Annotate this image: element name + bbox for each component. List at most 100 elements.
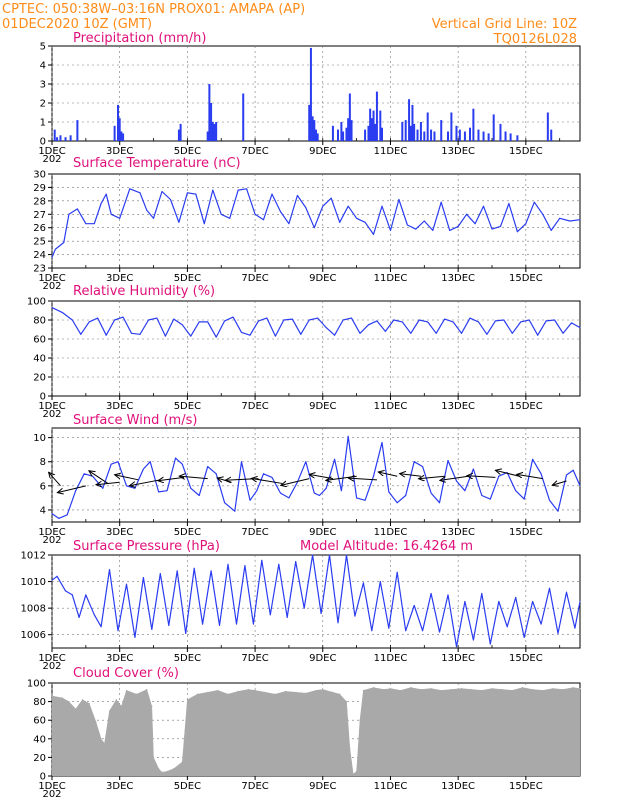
y-tick-label: 20	[33, 373, 46, 384]
x-tick-label: 7DEC	[241, 273, 268, 284]
pressure-point	[269, 614, 271, 616]
precip-bar	[447, 131, 449, 141]
humidity-point	[105, 334, 107, 336]
pressure-point	[481, 593, 483, 595]
wind-vector-arrow	[378, 472, 398, 477]
wind-point	[207, 466, 209, 468]
precip-bar	[492, 114, 495, 141]
pressure-point	[532, 601, 534, 602]
wind-point	[241, 461, 243, 463]
cloud-point	[75, 708, 77, 710]
pressure-point	[455, 646, 457, 648]
wind-point	[256, 490, 258, 492]
panel-wind: Surface Wind (m/s) 4 6 8 10 1DEC202 3DEC 5DEC 7…	[33, 413, 581, 546]
precip-bar	[463, 131, 466, 141]
precip-bar	[242, 93, 245, 141]
wind-point	[347, 435, 349, 437]
cloud-point	[491, 687, 493, 690]
temperature-point	[169, 199, 171, 201]
x-tick-label: 5DEC	[174, 781, 201, 792]
pressure-point	[371, 630, 373, 632]
cloud-point	[389, 687, 392, 690]
precip-bar	[516, 135, 519, 141]
y-tick-label: 1012	[21, 551, 46, 562]
precip-bar	[56, 137, 59, 141]
y-tick-label: 60	[33, 716, 46, 727]
cloud-point	[161, 771, 163, 773]
precip-bar	[64, 137, 67, 141]
y-tick-label: 26	[33, 223, 46, 234]
cloud-point	[362, 689, 364, 692]
x-tick-label: 7DEC	[241, 146, 268, 157]
wind-vector-arrow	[552, 481, 567, 485]
x-tick-year: 202	[42, 789, 61, 800]
temperature-point	[178, 221, 180, 223]
x-tick-label: 15DEC	[509, 146, 543, 157]
temperature-point	[85, 223, 87, 225]
humidity-point	[537, 334, 539, 336]
temperature-point	[491, 228, 493, 230]
wind-point	[455, 480, 457, 482]
wind-point	[75, 490, 77, 492]
humidity-point	[198, 321, 200, 323]
cloud-point	[108, 710, 111, 712]
y-tick-label: 60	[33, 335, 46, 346]
wind-point	[523, 498, 525, 500]
precip-bar	[401, 122, 404, 141]
cloud-point	[158, 767, 160, 770]
header-run-time: 01DEC2020 10Z (GMT)	[2, 17, 152, 32]
y-tick-label: 100	[27, 297, 46, 308]
temperature-point	[373, 233, 375, 235]
pressure-point	[51, 579, 53, 581]
wind-vector-arrow	[89, 471, 109, 484]
x-tick-label: 3DEC	[106, 273, 133, 284]
humidity-point	[266, 317, 268, 319]
precip-bar	[499, 123, 502, 141]
temperature-point	[139, 192, 141, 194]
precip-bar	[347, 118, 350, 141]
pressure-point	[312, 554, 314, 556]
humidity-point	[511, 332, 513, 334]
wind-point	[572, 469, 574, 471]
cloud-point	[471, 688, 473, 691]
precip-bar	[472, 108, 475, 141]
y-tick-label: 1006	[21, 630, 46, 641]
pressure-point	[574, 627, 576, 629]
temperature-point	[229, 217, 231, 219]
y-tick-label: 1010	[21, 577, 46, 588]
cloud-point	[136, 693, 138, 695]
precip-bar	[379, 110, 382, 141]
temperature-point	[68, 213, 70, 215]
cloud-point	[264, 691, 266, 693]
precip-bar	[509, 133, 512, 141]
temperature-point	[432, 229, 434, 231]
precip-bar	[215, 122, 218, 141]
pressure-point	[93, 614, 95, 616]
panel-cloud: Cloud Cover (%) 0 20 40 60 80 100 1DEC202 3DEC 5…	[27, 666, 581, 800]
wind-vector-arrow	[49, 472, 61, 487]
humidity-point	[562, 332, 564, 334]
humidity-point	[241, 331, 243, 333]
precip-bar	[423, 131, 426, 141]
wind-vector-arrow	[251, 478, 283, 484]
wind-vector-arrow	[96, 482, 120, 485]
x-tick-label: 5DEC	[174, 653, 201, 664]
x-tick-label: 11DEC	[374, 781, 408, 792]
cloud-point	[440, 689, 442, 692]
wind-vector-arrow	[115, 475, 139, 481]
precip-bar	[316, 133, 319, 141]
wind-point	[413, 461, 415, 463]
humidity-point	[283, 319, 285, 321]
pressure-point	[65, 590, 67, 592]
wind-point	[557, 510, 559, 512]
plot-frame	[51, 554, 581, 649]
humidity-point	[571, 322, 573, 324]
precip-bar	[337, 129, 339, 141]
x-tick-label: 13DEC	[441, 273, 475, 284]
pressure-point	[193, 567, 195, 569]
humidity-point	[291, 318, 293, 320]
pressure-point	[235, 623, 237, 625]
header-grid-note: Vertical Grid Line: 10Z	[432, 17, 577, 32]
pressure-point	[430, 593, 432, 595]
humidity-point	[444, 318, 446, 320]
